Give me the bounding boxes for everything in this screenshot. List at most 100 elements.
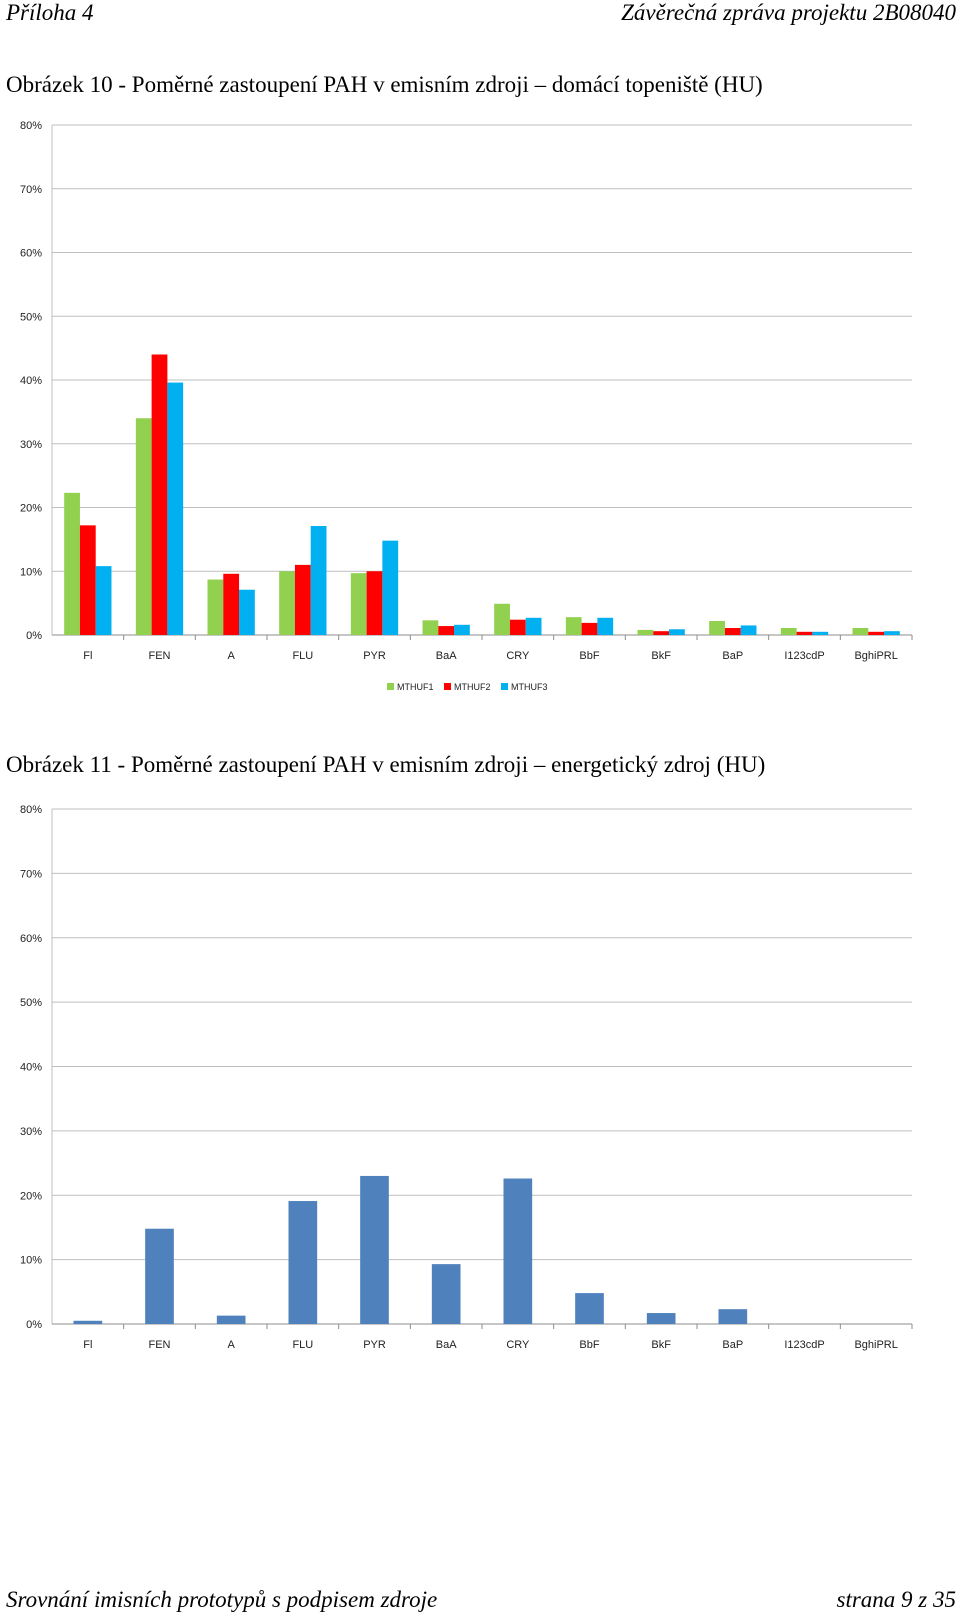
bar [653,631,670,635]
x-tick-label: BghiPRL [854,650,897,662]
bar [525,617,542,635]
y-tick-label: 60% [20,933,42,945]
bar [167,382,184,635]
bar [438,626,455,635]
bar [780,627,797,635]
x-tick-label: BghiPRL [854,1339,897,1351]
bar [637,629,654,635]
bar [454,624,470,635]
bar [724,627,741,635]
figure-10-caption: Obrázek 10 - Poměrné zastoupení PAH v em… [6,72,763,97]
chart-figure-11: 0% 10% 20% 30% 40% 50% 60% 70% 80% Fl FEN A FLU PYR Ba… [20,804,913,1351]
x-tick-label: BaP [722,1339,743,1351]
x-tick-label: BaA [436,650,457,662]
x-tick-label: I123cdP [784,650,824,662]
x-tick-label: BkF [651,650,671,662]
bar [294,564,311,635]
bar [73,1320,103,1324]
bar [565,617,582,635]
bar [503,1178,533,1324]
bar [581,622,598,635]
x-tick-label: A [227,1339,235,1351]
bar [718,1309,748,1324]
x-tick-label: FEN [149,650,171,662]
y-tick-label: 80% [20,120,42,132]
y-tick-label: 30% [20,439,42,451]
x-tick-label: CRY [506,650,530,662]
legend-label: MTHUF1 [397,682,434,692]
legend-swatch [501,683,508,690]
bar [709,620,725,635]
y-tick-label: 60% [20,248,42,260]
bar [740,625,757,635]
bar [310,525,327,635]
bar [223,573,240,635]
bar [151,354,168,635]
bar [646,1313,676,1324]
bar [852,627,869,635]
y-tick-label: 0% [26,630,42,642]
bar [366,571,383,635]
bar [422,620,439,635]
y-tick-label: 30% [20,1126,42,1138]
bar [145,1228,174,1324]
x-tick-label: BaA [436,1339,457,1351]
chart-figure-10: 0% 10% 20% 30% 40% 50% 60% 70% 80% Fl FEN A FLU PYR Ba… [20,120,913,692]
y-tick-label: 80% [20,804,42,816]
x-tick-label: BkF [651,1339,671,1351]
y-tick-label: 40% [20,375,42,387]
bar [575,1293,604,1324]
y-tick-label: 40% [20,1062,42,1074]
page-footer-left: Srovnání imisních prototypů s podpisem z… [6,1587,438,1612]
x-tick-label: CRY [506,1339,530,1351]
x-tick-label: BbF [579,1339,599,1351]
x-tick-label: BaP [722,650,743,662]
bar [382,540,399,635]
bar [597,617,614,635]
y-tick-label: 70% [20,868,42,880]
bar [494,603,510,635]
legend-swatch [444,683,451,690]
bar [216,1315,246,1324]
x-tick-label: FLU [292,650,313,662]
bar [431,1264,461,1324]
bar [239,589,255,635]
x-tick-label: Fl [83,1339,92,1351]
bar [64,492,80,635]
x-tick-label: Fl [83,650,92,662]
bar [350,573,367,635]
bar [79,525,96,635]
bar [360,1175,389,1324]
page-header-left: Příloha 4 [6,0,94,25]
bar [884,631,900,635]
figure-11-caption: Obrázek 11 - Poměrné zastoupení PAH v em… [6,752,766,777]
x-tick-label: FLU [292,1339,313,1351]
x-tick-label: I123cdP [784,1339,824,1351]
y-tick-label: 50% [20,311,42,323]
bar [868,631,885,635]
bar [796,631,813,635]
y-tick-label: 70% [20,184,42,196]
bar [812,631,829,635]
bar [95,566,112,635]
x-tick-label: PYR [363,650,386,662]
bar [279,571,295,635]
page-footer-right: strana 9 z 35 [836,1587,957,1612]
x-tick-label: A [227,650,235,662]
bar [207,579,224,635]
x-tick-label: BbF [579,650,599,662]
bar [288,1201,318,1324]
legend-label: MTHUF2 [454,682,491,692]
y-tick-label: 0% [26,1319,42,1331]
y-tick-label: 20% [20,503,42,515]
bar [135,418,152,635]
bar [669,629,685,635]
y-tick-label: 10% [20,1255,42,1267]
bar [509,619,526,635]
x-tick-label: FEN [149,1339,171,1351]
x-tick-label: PYR [363,1339,386,1351]
y-tick-label: 50% [20,997,42,1009]
legend-swatch [387,683,394,690]
y-tick-label: 20% [20,1190,42,1202]
y-tick-label: 10% [20,566,42,578]
